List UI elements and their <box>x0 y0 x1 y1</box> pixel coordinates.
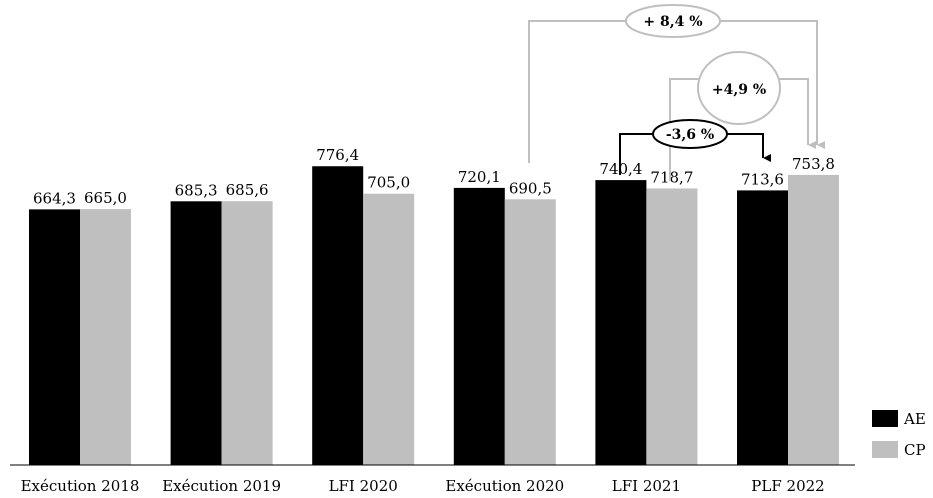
value-label-cp-execution-2019: 685,6 <box>226 181 269 199</box>
badge-minus-3-6 <box>652 119 728 149</box>
annotation-badges: + 8,4 % +4,9 % -3,6 % <box>625 4 781 149</box>
value-label-cp-plf-2022: 753,8 <box>792 155 835 173</box>
legend-label-ae: AE <box>903 410 926 428</box>
bar-cp-execution-2018 <box>80 209 131 465</box>
bar-cp-lfi-2021 <box>646 188 698 465</box>
legend-label-cp: CP <box>904 441 926 459</box>
value-label-ae-execution-2019: 685,3 <box>175 181 218 199</box>
bar-cp-execution-2020 <box>504 199 556 465</box>
value-label-ae-execution-2020: 720,1 <box>458 168 501 186</box>
annotation-plus-8-4: + 8,4 % <box>643 14 702 30</box>
bar-ae-lfi-2020 <box>312 166 364 466</box>
category-label-lfi-2021: LFI 2021 <box>612 477 681 495</box>
bar-ae-plf-2022 <box>737 190 788 465</box>
value-label-cp-execution-2018: 665,0 <box>84 189 127 207</box>
legend: AE CP <box>872 410 926 459</box>
category-label-execution-2020: Exécution 2020 <box>445 477 564 495</box>
category-label-plf-2022: PLF 2022 <box>751 477 824 495</box>
bar-ae-execution-2020 <box>453 187 505 465</box>
bars-layer <box>29 166 839 466</box>
bar-cp-execution-2019 <box>221 201 273 465</box>
bar-cp-lfi-2020 <box>363 193 415 465</box>
value-labels: 664,3 665,0 685,3 685,6 776,4 705,0 720,1 690,5… <box>33 146 835 207</box>
annotation-plus-4-9: +4,9 % <box>712 82 766 98</box>
badge-plus-4-9 <box>697 51 781 125</box>
bar-ae-execution-2019 <box>170 201 222 465</box>
badge-plus-8-4 <box>625 4 721 38</box>
legend-swatch-cp <box>872 441 898 458</box>
value-label-ae-lfi-2020: 776,4 <box>316 146 359 164</box>
category-labels: Exécution 2018 Exécution 2019 LFI 2020 Exéc… <box>21 477 825 495</box>
value-label-cp-lfi-2021: 718,7 <box>650 168 693 186</box>
legend-swatch-ae <box>872 410 898 427</box>
category-label-lfi-2020: LFI 2020 <box>329 477 398 495</box>
bar-cp-plf-2022 <box>788 174 839 466</box>
category-label-execution-2019: Exécution 2019 <box>162 477 281 495</box>
value-label-ae-plf-2022: 713,6 <box>741 170 784 188</box>
value-label-cp-execution-2020: 690,5 <box>509 179 552 197</box>
value-label-ae-execution-2018: 664,3 <box>33 189 76 207</box>
value-label-cp-lfi-2020: 705,0 <box>367 174 410 192</box>
annotation-minus-3-6: -3,6 % <box>666 127 714 143</box>
category-label-execution-2018: Exécution 2018 <box>21 477 140 495</box>
bar-ae-execution-2018 <box>29 209 80 465</box>
bar-ae-lfi-2021 <box>595 180 647 465</box>
